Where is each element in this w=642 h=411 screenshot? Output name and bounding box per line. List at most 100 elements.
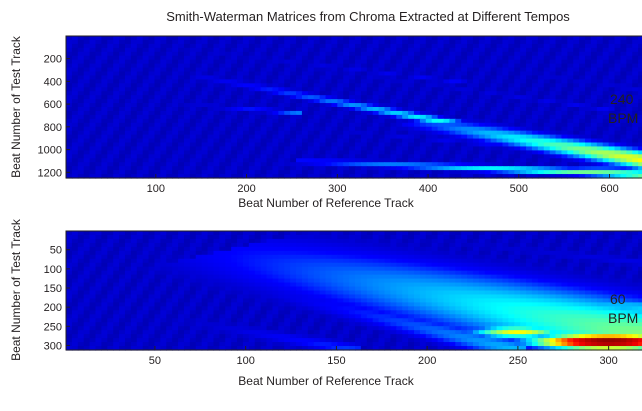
heatmap-cell <box>183 36 191 41</box>
heatmap-cell <box>337 250 344 256</box>
heatmap-cell <box>242 254 250 260</box>
heatmap-cell <box>596 250 604 256</box>
heatmap-cell <box>207 246 215 252</box>
heatmap-cell <box>154 71 161 77</box>
heatmap-cell <box>620 110 627 116</box>
heatmap-cell <box>425 122 433 128</box>
heatmap-cell <box>549 170 557 175</box>
heatmap-cell <box>508 71 515 77</box>
heatmap-cell <box>355 39 362 45</box>
heatmap-cell <box>543 238 551 244</box>
heatmap-cell <box>313 231 321 236</box>
heatmap-cell <box>408 250 415 256</box>
heatmap-cell <box>561 39 568 45</box>
heatmap-cell <box>590 43 598 49</box>
heatmap-cell <box>319 67 327 73</box>
heatmap-cell <box>484 99 492 104</box>
heatmap-cell <box>555 118 563 124</box>
heatmap-cell <box>537 55 545 61</box>
heatmap-cell <box>130 254 138 260</box>
heatmap-cell <box>467 146 474 151</box>
heatmap-cell <box>319 55 327 61</box>
heatmap-cell <box>124 83 132 88</box>
heatmap-cell <box>166 238 173 244</box>
heatmap-cell <box>237 250 244 256</box>
heatmap-cell <box>484 75 492 80</box>
heatmap-cell <box>596 110 604 116</box>
heatmap-cell <box>136 166 144 171</box>
heatmap-cell <box>573 250 580 256</box>
heatmap-cell <box>166 250 173 256</box>
heatmap-cell <box>626 250 633 256</box>
heatmap-cell <box>632 150 639 155</box>
heatmap-cell <box>384 110 391 116</box>
heatmap-cell <box>130 103 138 108</box>
heatmap-cell <box>555 126 563 132</box>
heatmap-cell <box>378 254 386 260</box>
heatmap-cell <box>614 110 622 116</box>
heatmap-cell <box>189 36 197 41</box>
heatmap-cell <box>154 242 161 248</box>
heatmap-cell <box>496 150 504 155</box>
heatmap-cell <box>290 59 297 65</box>
heatmap-cell <box>278 150 285 155</box>
heatmap-cell <box>107 114 114 120</box>
heatmap-cell <box>425 158 433 163</box>
heatmap-cell <box>272 266 279 272</box>
heatmap-cell <box>284 154 291 159</box>
heatmap-cell <box>378 250 386 256</box>
heatmap-cell <box>408 75 415 80</box>
heatmap-cell <box>124 162 132 167</box>
heatmap-cell <box>101 122 108 128</box>
heatmap-cell <box>449 250 456 256</box>
heatmap-cell <box>254 59 262 65</box>
heatmap-cell <box>614 162 622 167</box>
heatmap-cell <box>396 246 403 252</box>
heatmap-cell <box>567 138 574 144</box>
heatmap-cell <box>66 47 73 53</box>
heatmap-cell <box>490 114 498 120</box>
heatmap-cell <box>396 234 403 240</box>
heatmap-cell <box>113 63 120 69</box>
heatmap-cell <box>77 75 85 80</box>
heatmap-cell <box>396 99 403 104</box>
heatmap-cell <box>337 39 344 45</box>
heatmap-cell <box>543 118 551 124</box>
heatmap-cell <box>95 254 102 260</box>
heatmap-cell <box>278 166 285 171</box>
heatmap-cell <box>242 246 250 252</box>
heatmap-cell <box>449 138 456 144</box>
heatmap-cell <box>313 154 321 159</box>
heatmap-cell <box>508 130 515 136</box>
heatmap-cell <box>260 266 268 272</box>
heatmap-cell <box>508 107 515 112</box>
heatmap-cell <box>590 142 598 148</box>
heatmap-cell <box>207 71 215 77</box>
heatmap-cell <box>443 130 450 136</box>
heatmap-cell <box>425 71 433 77</box>
heatmap-cell <box>254 142 262 148</box>
heatmap-cell <box>408 158 415 163</box>
heatmap-cell <box>231 146 238 151</box>
heatmap-cell <box>66 103 73 108</box>
heatmap-cell <box>172 99 179 104</box>
heatmap-cell <box>366 110 374 116</box>
heatmap-cell <box>349 51 356 57</box>
heatmap-cell <box>490 138 498 144</box>
heatmap-cell <box>213 103 220 108</box>
heatmap-cell <box>484 47 492 53</box>
heatmap-cell <box>160 254 167 260</box>
heatmap-cell <box>484 114 492 120</box>
heatmap-cell <box>549 242 557 248</box>
heatmap-cell <box>201 262 209 268</box>
heatmap-cell <box>378 231 386 236</box>
heatmap-cell <box>502 242 509 248</box>
heatmap-cell <box>183 242 191 248</box>
heatmap-cell <box>590 79 598 84</box>
heatmap-cell <box>343 99 350 104</box>
heatmap-cell <box>66 91 73 96</box>
heatmap-cell <box>472 118 480 124</box>
heatmap-cell <box>366 75 374 80</box>
heatmap-cell <box>89 118 97 124</box>
heatmap-cell <box>124 234 132 240</box>
